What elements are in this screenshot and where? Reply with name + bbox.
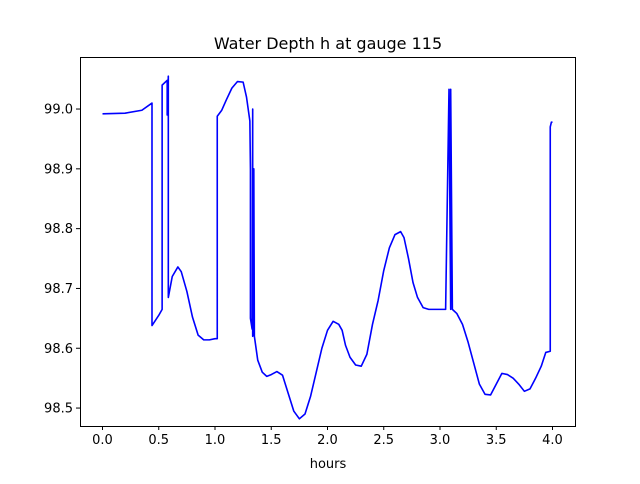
x-tick-label: 2.0 [317,433,338,448]
y-tick-label: 98.9 [44,162,73,177]
y-tick-label: 98.6 [44,342,73,357]
axis-ticks: 0.0 0.5 1.0 1.5 2.0 2.5 3.0 3.5 4.0 98.5 98.6 98.7 9… [44,103,563,448]
x-tick-label: 0.5 [148,433,169,448]
y-tick-label: 99.0 [44,103,73,118]
x-tick-label: 3.0 [430,433,451,448]
x-tick-label: 1.0 [205,433,226,448]
x-tick-label: 4.0 [542,433,563,448]
chart-title: Water Depth h at gauge 115 [214,34,442,53]
y-tick-label: 98.5 [44,402,73,417]
y-tick-label: 98.8 [44,222,73,237]
axes-frame [80,57,576,427]
x-axis-label: hours [310,457,347,472]
x-tick-label: 3.5 [486,433,507,448]
x-tick-label: 0.0 [92,433,113,448]
x-tick-label: 2.5 [373,433,394,448]
series-line-0 [102,75,553,420]
x-tick-label: 1.5 [261,433,282,448]
y-tick-label: 98.7 [44,282,73,297]
plot-area [102,75,553,420]
